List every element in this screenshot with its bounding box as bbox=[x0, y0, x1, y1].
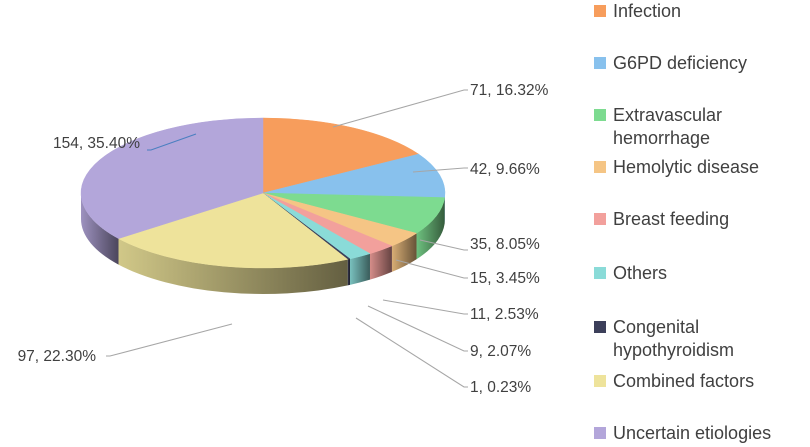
data-label-1: 42, 9.66% bbox=[470, 161, 540, 178]
pie-slice-1 bbox=[262, 153, 446, 198]
legend-swatch-0 bbox=[594, 5, 606, 17]
data-label-6: 1, 0.23% bbox=[470, 379, 531, 396]
slice-side-6 bbox=[347, 258, 350, 286]
legend-swatch-8 bbox=[594, 427, 606, 439]
slice-side-5 bbox=[349, 253, 370, 285]
leader-line-0 bbox=[332, 89, 468, 128]
legend-swatch-5 bbox=[594, 267, 606, 279]
legend-label-6: Congenital hypothyroidism bbox=[613, 317, 735, 360]
legend-label-8: Uncertain etiologies bbox=[613, 423, 772, 443]
legend-item-4: Breast feeding bbox=[594, 208, 803, 231]
pie-slice-8 bbox=[80, 117, 264, 239]
legend-label-0: Infection bbox=[613, 1, 682, 21]
legend-swatch-3 bbox=[594, 161, 606, 173]
legend-label-3: Hemolytic disease bbox=[613, 157, 760, 177]
data-label-5: 9, 2.07% bbox=[470, 343, 531, 360]
legend-item-8: Uncertain etiologies bbox=[594, 422, 803, 445]
slice-side-3 bbox=[391, 233, 417, 272]
pie-3d-sides bbox=[81, 193, 445, 294]
leader-line-7 bbox=[106, 323, 233, 357]
pie-slices bbox=[80, 117, 446, 269]
pie-slice-0 bbox=[262, 117, 420, 194]
leader-line-6 bbox=[355, 317, 468, 388]
slice-side-4 bbox=[369, 245, 392, 280]
legend-swatch-2 bbox=[594, 109, 606, 121]
legend-label-7: Combined factors bbox=[613, 371, 755, 391]
data-labels: 71, 16.32% 42, 9.66% 35, 8.05% 15, 3.45% 11,… bbox=[18, 82, 549, 396]
legend-item-3: Hemolytic disease bbox=[594, 156, 803, 179]
leader-line-3 bbox=[395, 259, 468, 279]
leader-line-8 bbox=[147, 133, 197, 151]
legend-item-6: Congenital hypothyroidism bbox=[594, 316, 803, 362]
leader-lines bbox=[106, 89, 468, 388]
legend-swatch-4 bbox=[594, 213, 606, 225]
chart-legend: Infection G6PD deficiency Extravascular he… bbox=[594, 0, 810, 447]
legend-label-1: G6PD deficiency bbox=[613, 53, 748, 73]
legend-item-1: G6PD deficiency bbox=[594, 52, 803, 75]
slice-side-8 bbox=[81, 193, 119, 265]
leader-line-2 bbox=[419, 239, 468, 251]
data-label-7: 97, 22.30% bbox=[18, 348, 97, 365]
legend-item-7: Combined factors bbox=[594, 370, 803, 393]
legend-swatch-6 bbox=[594, 321, 606, 333]
legend-item-0: Infection bbox=[594, 0, 803, 23]
data-label-8: 154, 35.40% bbox=[53, 135, 140, 152]
pie-slice-7 bbox=[117, 192, 349, 269]
data-label-0: 71, 16.32% bbox=[470, 82, 549, 99]
leader-line-5 bbox=[367, 305, 468, 352]
legend-item-2: Extravascular hemorrhage bbox=[594, 104, 803, 150]
data-label-3: 15, 3.45% bbox=[470, 270, 540, 287]
slice-side-2 bbox=[416, 197, 445, 260]
legend-label-2: Extravascular hemorrhage bbox=[613, 105, 723, 148]
legend-swatch-7 bbox=[594, 375, 606, 387]
data-label-4: 11, 2.53% bbox=[470, 306, 539, 323]
legend-label-5: Others bbox=[613, 263, 668, 283]
leader-line-1 bbox=[412, 167, 468, 173]
leader-line-4 bbox=[382, 299, 468, 315]
data-label-2: 35, 8.05% bbox=[470, 236, 540, 253]
legend-label-4: Breast feeding bbox=[613, 209, 730, 229]
slice-side-7 bbox=[118, 238, 348, 294]
legend-item-5: Others bbox=[594, 262, 803, 285]
legend-swatch-1 bbox=[594, 57, 606, 69]
pie-slice-2 bbox=[262, 192, 445, 234]
